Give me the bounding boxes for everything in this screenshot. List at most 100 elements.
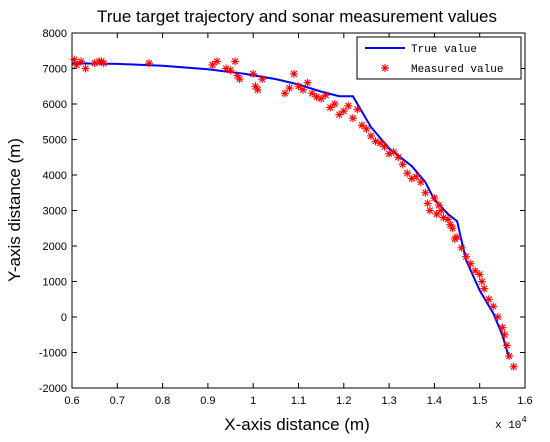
legend-measured-value-marker bbox=[381, 64, 389, 72]
x-tick-label: 1.6 bbox=[517, 395, 532, 407]
measured-value-point bbox=[457, 243, 466, 252]
measured-value-point bbox=[439, 213, 448, 222]
x-axis: 0.6 0.7 0.8 0.9 1 1.1 1.2 1.3 1.4 1.5 1.6 bbox=[64, 33, 533, 407]
measured-value-point bbox=[335, 110, 344, 119]
measured-value-point bbox=[376, 139, 385, 148]
legend-star-icon bbox=[381, 64, 389, 72]
measured-value-point bbox=[475, 270, 484, 279]
measured-value-point bbox=[289, 69, 298, 78]
measured-value-point bbox=[212, 57, 221, 66]
measured-value-point bbox=[480, 284, 489, 293]
chart-title: True target trajectory and sonar measure… bbox=[97, 7, 497, 26]
measured-value-point bbox=[321, 91, 330, 100]
y-tick-label: 5000 bbox=[43, 135, 67, 147]
measured-value-point bbox=[231, 57, 240, 66]
measured-value-point bbox=[448, 224, 457, 233]
y-tick-label: 2000 bbox=[43, 241, 67, 253]
x-axis-exponent-base: x 10 bbox=[495, 420, 521, 432]
y-axis-label: Y-axis distance (m) bbox=[5, 138, 24, 282]
x-tick-label: 1.2 bbox=[336, 395, 351, 407]
measured-value-point bbox=[425, 206, 434, 215]
measured-value-point bbox=[208, 60, 217, 69]
x-tick-label: 0.9 bbox=[200, 395, 215, 407]
x-tick-label: 1.5 bbox=[472, 395, 487, 407]
x-axis-label: X-axis distance (m) bbox=[224, 415, 369, 434]
y-tick-label: 0 bbox=[61, 312, 67, 324]
measured-value-point bbox=[303, 78, 312, 87]
y-tick-label: 3000 bbox=[43, 206, 67, 218]
measured-value-point bbox=[299, 85, 308, 94]
measured-value-point bbox=[416, 178, 425, 187]
y-tick-label: -1000 bbox=[39, 348, 67, 360]
measured-value-point bbox=[484, 295, 493, 304]
x-tick-label: 0.6 bbox=[64, 395, 79, 407]
measured-value-point bbox=[430, 194, 439, 203]
measured-value-point bbox=[357, 121, 366, 130]
measured-value-point bbox=[77, 57, 86, 66]
measured-value-point bbox=[505, 352, 514, 361]
measured-value-point bbox=[462, 252, 471, 261]
legend-true-value-label: True value bbox=[411, 44, 477, 56]
measured-value-point bbox=[509, 362, 518, 371]
measured-value-point bbox=[253, 85, 262, 94]
measured-value-point bbox=[280, 89, 289, 98]
measured-value-point bbox=[502, 341, 511, 350]
measured-value-point bbox=[353, 105, 362, 114]
measured-value-point bbox=[226, 66, 235, 75]
x-tick-label: 1.1 bbox=[291, 395, 306, 407]
measured-value-point bbox=[471, 266, 480, 275]
x-axis-exponent-power: 4 bbox=[521, 415, 526, 425]
measured-value-point bbox=[249, 69, 258, 78]
legend-box bbox=[356, 36, 522, 80]
measured-value-point bbox=[294, 82, 303, 91]
measured-value-point bbox=[398, 160, 407, 169]
measured-value-point bbox=[500, 330, 509, 339]
measured-value-point bbox=[99, 59, 108, 68]
plot-area bbox=[71, 32, 526, 389]
measured-value-point bbox=[145, 59, 154, 68]
measured-value-point bbox=[421, 188, 430, 197]
measured-value-series bbox=[70, 55, 518, 371]
measured-value-point bbox=[389, 147, 398, 156]
measured-value-point bbox=[344, 101, 353, 110]
measured-value-point bbox=[235, 75, 244, 84]
measured-value-point bbox=[285, 84, 294, 93]
y-tick-label: 8000 bbox=[43, 28, 67, 40]
measured-value-point bbox=[348, 114, 357, 123]
legend-measured-value-label: Measured value bbox=[411, 64, 503, 76]
x-tick-label: 1 bbox=[250, 395, 256, 407]
measured-value-point bbox=[330, 100, 339, 108]
measured-value-point bbox=[477, 277, 486, 286]
x-axis-exponent: x 104 bbox=[495, 415, 527, 432]
measured-value-point bbox=[466, 259, 475, 268]
x-tick-label: 1.3 bbox=[381, 395, 396, 407]
y-tick-label: 7000 bbox=[43, 64, 67, 76]
measured-value-point bbox=[412, 172, 421, 181]
measured-value-point bbox=[489, 302, 498, 311]
x-tick-label: 0.8 bbox=[155, 395, 170, 407]
measured-value-point bbox=[437, 206, 446, 215]
measured-value-point bbox=[258, 75, 267, 84]
x-tick-label: 1.4 bbox=[427, 395, 442, 407]
y-tick-label: -2000 bbox=[39, 383, 67, 395]
y-tick-label: 4000 bbox=[43, 170, 67, 182]
measured-value-point bbox=[72, 60, 81, 69]
measured-value-point bbox=[432, 210, 441, 219]
measured-value-point bbox=[339, 107, 348, 116]
measured-value-point bbox=[403, 169, 412, 178]
measured-value-point bbox=[308, 89, 317, 98]
y-axis: -2000 -1000 0 1000 2000 3000 4000 5000 6000 7000 8… bbox=[39, 28, 525, 395]
measured-value-point bbox=[366, 131, 375, 140]
y-tick-label: 1000 bbox=[43, 277, 67, 289]
measured-value-point bbox=[498, 323, 507, 332]
measured-value-point bbox=[81, 64, 90, 73]
y-tick-label: 6000 bbox=[43, 99, 67, 111]
legend: True value Measured value bbox=[356, 36, 522, 80]
measured-value-point bbox=[423, 199, 432, 208]
measured-value-point bbox=[326, 103, 335, 112]
measured-value-point bbox=[493, 313, 502, 321]
measured-value-point bbox=[362, 124, 371, 133]
x-tick-label: 0.7 bbox=[110, 395, 125, 407]
measured-value-point bbox=[317, 94, 326, 103]
